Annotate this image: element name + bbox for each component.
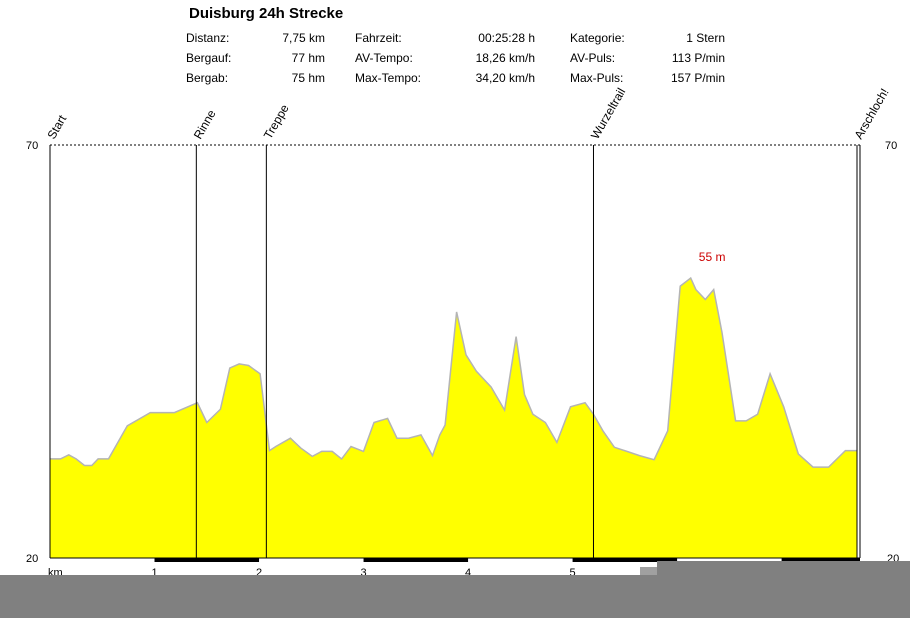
stat-value-av-tempo: 18,26 km/h (475, 51, 535, 65)
stat-value-kategorie: 1 Stern (686, 31, 725, 45)
waypoint-label: Treppe (261, 102, 292, 142)
stat-label-kategorie: Kategorie: (570, 31, 625, 45)
stat-label-max-tempo: Max-Tempo: (355, 71, 422, 85)
stat-value-max-tempo: 34,20 km/h (475, 71, 535, 85)
max-elevation-label: 55 m (699, 250, 726, 264)
stat-label-max-puls: Max-Puls: (570, 71, 624, 85)
x-tick-label: 1 (151, 567, 157, 579)
x-scale-segment (363, 558, 469, 562)
stat-label-bergab: Bergab: (186, 71, 229, 85)
stat-label-fahrzeit: Fahrzeit: (355, 31, 402, 45)
y-tick-label-top-left: 70 (26, 140, 38, 152)
waypoint-label: Wurzeltrail (588, 86, 628, 142)
x-tick-label: 4 (465, 567, 471, 579)
stat-value-max-puls: 157 P/min (670, 71, 725, 85)
x-scale-segment (154, 558, 260, 562)
elevation-line (50, 276, 857, 468)
bottom-gray-bar (0, 575, 910, 618)
waypoint-label: Arschloch! (851, 86, 891, 142)
x-tick-label: 5 (570, 567, 576, 579)
stat-value-av-puls: 113 P/min (671, 51, 725, 65)
x-tick-label: 3 (360, 567, 366, 579)
x-scale-segment (572, 558, 678, 562)
stat-value-bergauf: 77 hm (291, 51, 325, 65)
chart-title: Duisburg 24h Strecke (189, 5, 344, 22)
waypoint-label: Rinne (191, 107, 219, 141)
stat-value-distanz: 7,75 km (282, 31, 325, 45)
stat-label-bergauf: Bergauf: (186, 51, 232, 65)
overlay-gray-block (657, 561, 910, 575)
stat-label-av-tempo: AV-Tempo: (355, 51, 413, 65)
x-tick-label: 2 (256, 567, 262, 579)
waypoint-label: Start (44, 112, 69, 142)
annotation-layer: 55 m (699, 250, 726, 264)
stat-value-fahrzeit: 00:25:28 h (478, 31, 535, 45)
y-tick-label-bottom-left: 20 (26, 553, 38, 565)
stat-label-distanz: Distanz: (186, 31, 230, 45)
stat-label-av-puls: AV-Puls: (570, 51, 616, 65)
stat-value-bergab: 75 hm (291, 71, 325, 85)
overlay-small-box (640, 567, 657, 575)
x-scale-segment (781, 558, 860, 562)
y-tick-label-top-right: 70 (885, 140, 897, 152)
elevation-area (50, 278, 857, 558)
area-layer (50, 276, 857, 558)
